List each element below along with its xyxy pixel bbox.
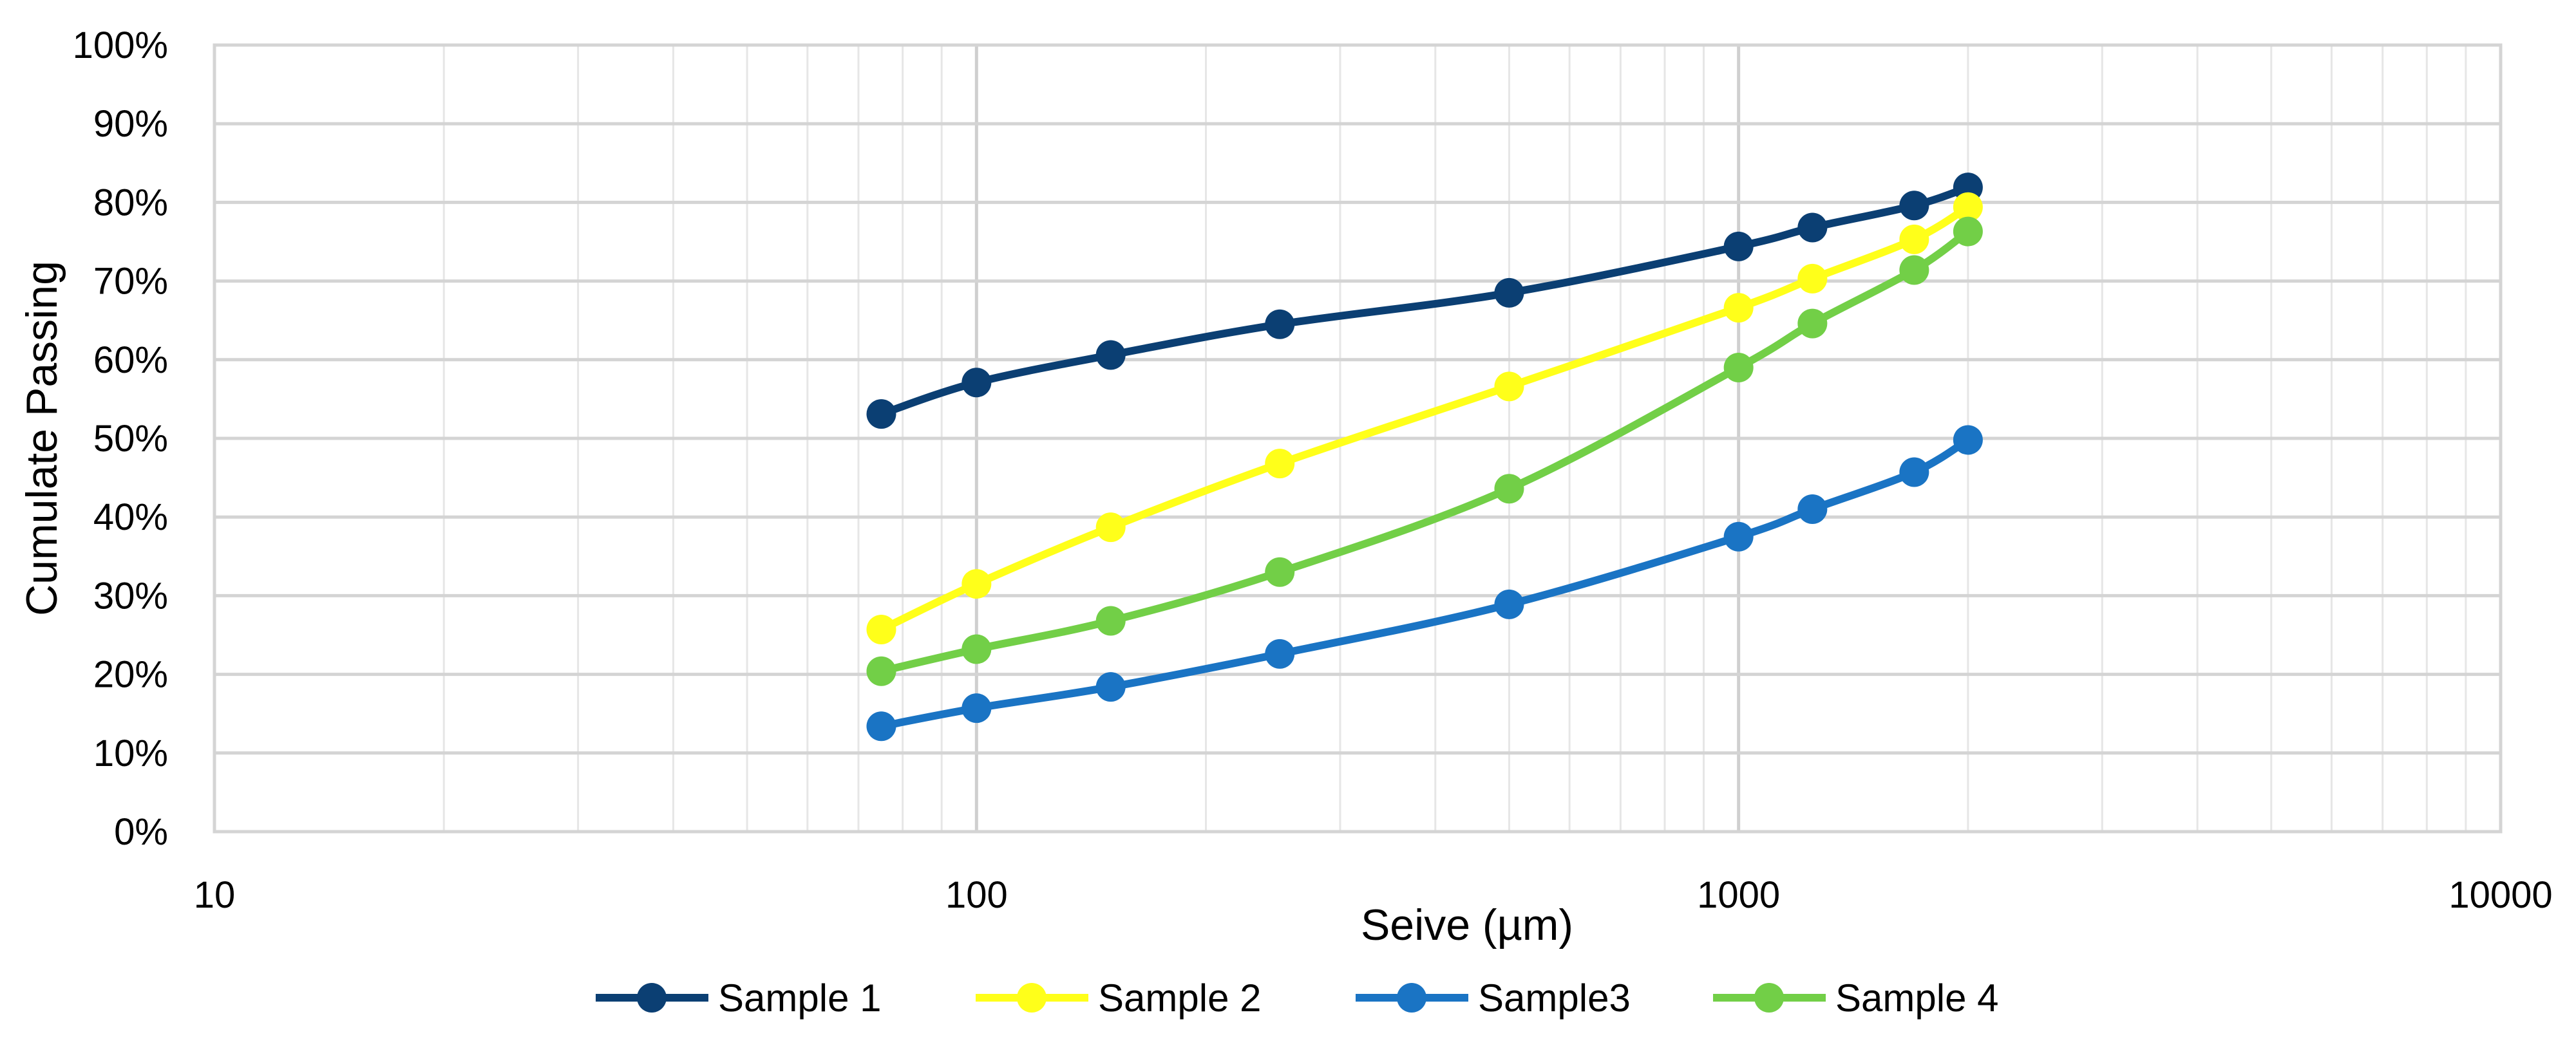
legend: Sample 1 Sample 2 Sample3 Sample 4 [596,976,1998,1020]
y-tick-label: 60% [93,339,168,381]
data-point-sample-1 [1899,191,1929,221]
legend-label: Sample 1 [718,976,881,1020]
y-tick-label: 0% [114,811,168,853]
data-point-sample-1 [1265,309,1295,339]
legend-swatch-marker [1397,983,1426,1013]
x-tick-label: 10 [194,874,236,916]
data-point-sample-4 [1494,474,1524,504]
legend-item-sample-1: Sample 1 [596,976,881,1020]
y-tick-label: 10% [93,733,168,774]
data-point-sample-4 [1265,557,1295,587]
data-point-sample-2 [1494,371,1524,402]
data-point-sample-1 [1494,277,1524,308]
legend-item-sample-4: Sample 4 [1713,976,1998,1020]
y-tick-label: 80% [93,182,168,223]
legend-label: Sample3 [1478,976,1631,1020]
y-tick-label: 40% [93,496,168,538]
legend-swatch-marker [637,983,667,1013]
data-point-sample-4 [1953,216,1983,247]
data-point-sample-1 [1723,231,1754,261]
y-tick-label: 30% [93,575,168,617]
legend-swatch-marker [1754,983,1784,1013]
y-tick-label: 20% [93,654,168,696]
data-point-sample-4 [1723,353,1754,383]
legend-label: Sample 4 [1835,976,1998,1020]
data-point-sample-1 [1797,212,1828,243]
data-point-sample-2 [961,569,992,599]
data-point-sample3 [1953,425,1983,455]
x-axis-title: Seive (µm) [1361,901,1573,949]
legend-swatch-marker [1017,983,1046,1013]
data-point-sample3 [1899,457,1929,487]
data-point-sample-4 [1899,255,1929,285]
data-point-sample3 [961,693,992,724]
data-point-sample3 [1095,672,1126,702]
data-point-sample-4 [866,656,896,686]
series-sample-4 [866,216,1983,686]
x-axis-ticks: 10 100 1000 10000 [194,874,2553,916]
data-point-sample-2 [1095,512,1126,543]
data-point-sample-1 [866,399,896,429]
y-tick-label: 70% [93,261,168,303]
y-tick-label: 50% [93,418,168,460]
x-tick-label: 100 [945,874,1008,916]
y-tick-label: 90% [93,103,168,145]
data-point-sample-4 [1095,606,1126,636]
data-point-sample3 [1723,521,1754,552]
series-line-sample3 [877,436,1972,731]
legend-item-sample3: Sample3 [1356,976,1631,1020]
data-point-sample-1 [1095,340,1126,370]
series-sample-1 [866,173,1983,429]
data-point-sample-2 [866,614,896,644]
series-line-sample-2 [877,203,1972,633]
plot-border [213,43,2503,834]
series-line-sample-4 [877,227,1972,675]
y-tick-label: 100% [73,24,168,66]
x-tick-label: 1000 [1697,874,1780,916]
legend-label: Sample 2 [1098,976,1261,1020]
legend-item-sample-2: Sample 2 [976,976,1261,1020]
data-point-sample-2 [1899,224,1929,254]
data-point-sample3 [1265,639,1295,669]
data-point-sample-2 [1265,449,1295,479]
data-point-sample3 [1797,494,1828,524]
data-point-sample3 [866,711,896,742]
data-point-sample-2 [1953,192,1983,222]
series-layer [866,173,1983,742]
data-point-sample-2 [1723,293,1754,323]
x-tick-label: 10000 [2448,874,2552,916]
data-point-sample-1 [961,368,992,398]
data-point-sample-4 [961,634,992,664]
series-sample3 [866,425,1983,742]
series-line-sample-1 [877,183,1972,418]
data-point-sample-2 [1797,263,1828,294]
data-point-sample3 [1494,589,1524,619]
y-axis-ticks: 0% 10% 20% 30% 40% 50% 60% 70% 80% 90% 100% [73,24,168,853]
series-sample-2 [866,192,1983,644]
data-point-sample-4 [1797,308,1828,339]
y-axis-title: Cumulate Passing [17,261,66,616]
